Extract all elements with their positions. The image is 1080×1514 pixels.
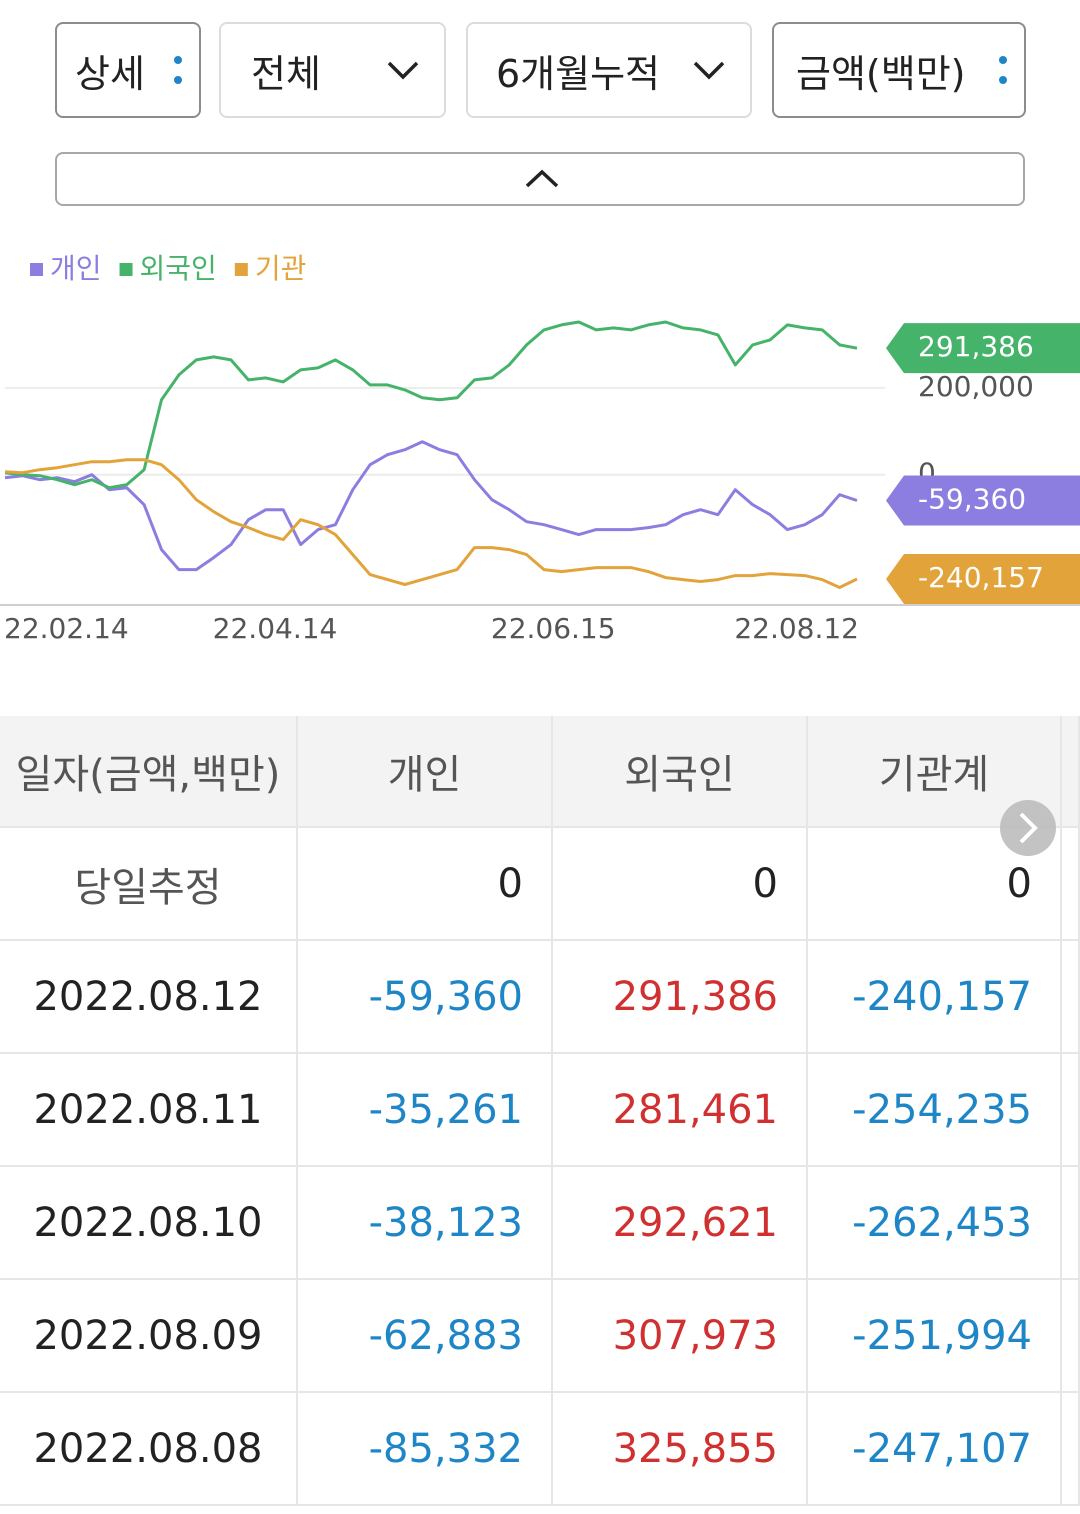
legend-swatch bbox=[234, 263, 248, 276]
row-value: 0 bbox=[553, 828, 808, 941]
detail-label: 상세 bbox=[75, 51, 145, 96]
row-value: 307,973 bbox=[553, 1280, 808, 1393]
row-overflow bbox=[1062, 1280, 1080, 1393]
series-line bbox=[4, 440, 858, 572]
row-value: -262,453 bbox=[808, 1167, 1062, 1280]
end-badge-shape bbox=[886, 554, 1080, 605]
series-line bbox=[4, 320, 858, 490]
end-badge-label: -240,157 bbox=[918, 561, 1044, 594]
legend-label: 외국인 bbox=[140, 252, 217, 285]
chevron-up bbox=[525, 169, 559, 188]
row-value: -247,107 bbox=[808, 1393, 1062, 1506]
row-date: 2022.08.12 bbox=[0, 941, 298, 1054]
table-header: 기관계 bbox=[808, 716, 1062, 828]
row-value: -251,994 bbox=[808, 1280, 1062, 1393]
legend-label: 기관 bbox=[255, 252, 307, 285]
end-badge-label: -59,360 bbox=[918, 482, 1026, 515]
x-tick-label: 22.08.12 bbox=[734, 612, 859, 645]
y-tick-label: 200,000 bbox=[918, 370, 1034, 403]
x-tick-label: 22.04.14 bbox=[213, 612, 338, 645]
row-value: 292,621 bbox=[553, 1167, 808, 1280]
row-value: 291,386 bbox=[553, 941, 808, 1054]
row-value: 281,461 bbox=[553, 1054, 808, 1167]
legend-swatch bbox=[119, 263, 133, 276]
end-badge: -240,157 bbox=[886, 554, 1080, 605]
menu-icon bbox=[174, 56, 182, 84]
end-badge-shape bbox=[886, 475, 1080, 526]
row-date: 2022.08.09 bbox=[0, 1280, 298, 1393]
row-date: 2022.08.08 bbox=[0, 1393, 298, 1506]
legend-label: 개인 bbox=[50, 252, 102, 285]
unit-label: 금액(백만) bbox=[796, 51, 966, 96]
chevron-down bbox=[387, 61, 419, 80]
row-date: 2022.08.10 bbox=[0, 1167, 298, 1280]
table-header: 개인 bbox=[298, 716, 553, 828]
row-overflow bbox=[1062, 1167, 1080, 1280]
table-header-overflow bbox=[1062, 716, 1080, 828]
row-value: 0 bbox=[298, 828, 553, 941]
x-tick-label: 22.06.15 bbox=[491, 612, 616, 645]
end-badge: -59,360 bbox=[886, 475, 1080, 526]
detail-button[interactable]: 상세 bbox=[55, 22, 201, 118]
row-value: -35,261 bbox=[298, 1054, 553, 1167]
row-overflow bbox=[1062, 1054, 1080, 1167]
period-select[interactable]: 6개월누적 bbox=[466, 22, 752, 118]
series-line bbox=[4, 458, 858, 589]
period-label: 6개월누적 bbox=[496, 51, 661, 96]
collapse-bar[interactable] bbox=[55, 152, 1025, 206]
table-header: 일자(금액,백만) bbox=[0, 716, 298, 828]
row-value: 325,855 bbox=[553, 1393, 808, 1506]
end-badge-shape bbox=[886, 323, 1080, 374]
row-value: -254,235 bbox=[808, 1054, 1062, 1167]
scope-label: 전체 bbox=[251, 51, 321, 96]
end-badge: 291,386 bbox=[886, 323, 1080, 374]
data-table: 일자(금액,백만) 개인 외국인 기관계 당일추정 0 0 0 2022.08.12 -59,36… bbox=[0, 716, 1080, 1514]
table-header: 외국인 bbox=[553, 716, 808, 828]
x-tick-label: 22.02.14 bbox=[4, 612, 129, 645]
row-value: -38,123 bbox=[298, 1167, 553, 1280]
row-value: -62,883 bbox=[298, 1280, 553, 1393]
row-value: 0 bbox=[808, 828, 1062, 941]
row-date: 2022.08.11 bbox=[0, 1054, 298, 1167]
row-overflow bbox=[1062, 1393, 1080, 1506]
row-value: -85,332 bbox=[298, 1393, 553, 1506]
menu-icon bbox=[999, 56, 1007, 84]
scope-select[interactable]: 전체 bbox=[219, 22, 446, 118]
row-overflow bbox=[1062, 828, 1080, 941]
row-overflow bbox=[1062, 941, 1080, 1054]
end-badge-label: 291,386 bbox=[918, 330, 1034, 363]
scroll-right-button[interactable] bbox=[999, 799, 1057, 857]
chevron-down bbox=[693, 61, 725, 80]
row-value: -240,157 bbox=[808, 941, 1062, 1054]
row-value: -59,360 bbox=[298, 941, 553, 1054]
legend-swatch bbox=[30, 263, 43, 276]
unit-button[interactable]: 금액(백만) bbox=[772, 22, 1026, 118]
row-date: 당일추정 bbox=[0, 828, 298, 941]
